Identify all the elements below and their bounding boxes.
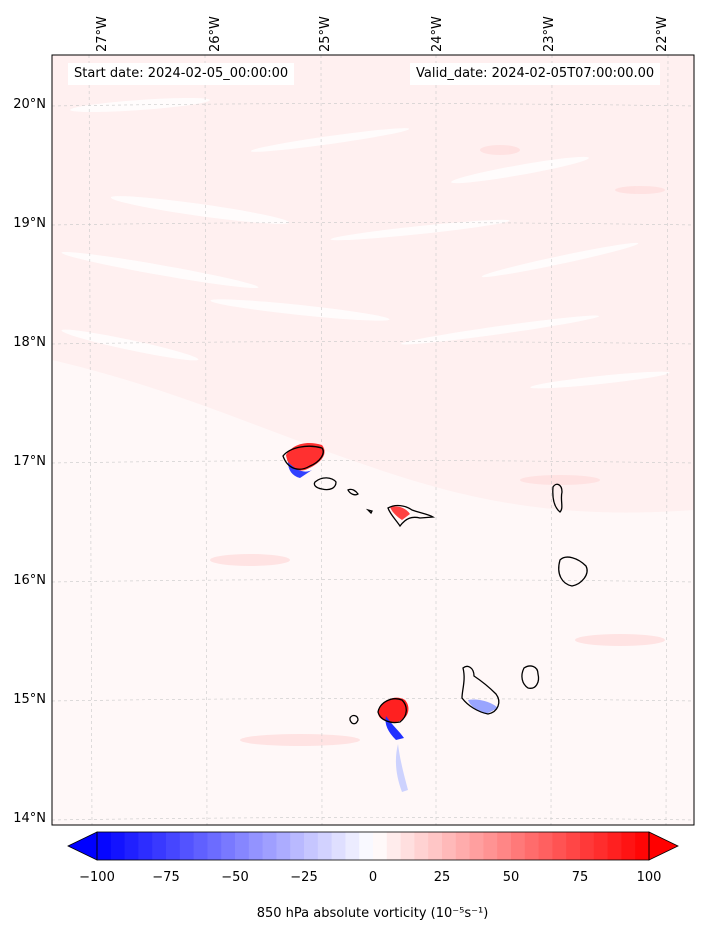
- colorbar-segment: [524, 832, 540, 860]
- lat-label-20n: 20°N: [13, 97, 46, 112]
- colorbar-tick-label: −50: [221, 870, 249, 885]
- island-brava: [349, 714, 359, 725]
- island-sal: [552, 483, 563, 513]
- colorbar-segment: [469, 832, 484, 860]
- colorbar-segment: [152, 832, 167, 860]
- colorbar-segment: [331, 832, 346, 860]
- vorticity-streaks: [61, 98, 670, 389]
- lat-label-19n: 19°N: [13, 216, 46, 231]
- colorbar-segment: [442, 832, 457, 860]
- colorbar-segment: [290, 832, 305, 860]
- colorbar-segment: [400, 832, 415, 860]
- colorbar-tick-label: −100: [79, 870, 115, 885]
- colorbar-segment: [621, 832, 636, 860]
- lon-label-23w: 23°W: [542, 16, 557, 52]
- colorbar-tick-label: −75: [152, 870, 180, 885]
- colorbar-tick-label: 50: [502, 870, 520, 885]
- colorbar-segment: [166, 832, 181, 860]
- lat-label-14n: 14°N: [13, 811, 46, 826]
- positive-vorticity-patches: [210, 145, 665, 746]
- colorbar-segment: [455, 832, 471, 860]
- map-frame: [51, 54, 695, 826]
- colorbar-tick-label: 25: [433, 870, 451, 885]
- lat-label-15n: 15°N: [13, 692, 46, 707]
- colorbar-segment: [317, 832, 333, 860]
- colorbar-segment: [497, 832, 512, 860]
- colorbar-segment: [593, 832, 609, 860]
- island-branco: [365, 508, 373, 515]
- island-santa-luzia: [347, 488, 359, 496]
- colorbar-segment: [207, 832, 222, 860]
- lon-label-25w: 25°W: [318, 16, 333, 52]
- colorbar-segment: [221, 832, 236, 860]
- coastlines: [282, 445, 588, 725]
- colorbar-segment: [97, 832, 112, 860]
- colorbar-segment: [110, 832, 126, 860]
- colorbar-segment: [580, 832, 595, 860]
- map-gridlines: [52, 55, 694, 825]
- island-maio: [521, 665, 540, 689]
- colorbar-segment: [511, 832, 526, 860]
- island-santiago: [461, 665, 500, 715]
- colorbar-segment: [414, 832, 429, 860]
- colorbar-segment: [483, 832, 498, 860]
- lon-label-22w: 22°W: [655, 16, 670, 52]
- colorbar: [67, 831, 679, 861]
- colorbar-segment: [262, 832, 277, 860]
- colorbar-max-extend: [648, 831, 679, 861]
- colorbar-tick-label: 100: [636, 870, 662, 885]
- start-date-label: Start date: 2024-02-05_00:00:00: [68, 63, 295, 85]
- island-boa-vista: [558, 556, 588, 587]
- colorbar-segment: [304, 832, 319, 860]
- colorbar-min-extend: [67, 831, 98, 861]
- colorbar-segment: [359, 832, 374, 860]
- island-fogo: [377, 698, 407, 724]
- colorbar-segment: [373, 832, 388, 860]
- island-santo-antao: [282, 445, 324, 470]
- colorbar-segment: [138, 832, 153, 860]
- colorbar-blocks: [97, 832, 650, 860]
- valid-date-label: Valid_date: 2024-02-05T07:00:00.00: [410, 63, 661, 85]
- colorbar-segment: [552, 832, 567, 860]
- colorbar-segment: [124, 832, 139, 860]
- colorbar-frame: [96, 831, 650, 861]
- colorbar-segment: [179, 832, 195, 860]
- colorbar-segment: [635, 832, 650, 860]
- colorbar-segment: [386, 832, 402, 860]
- colorbar-segment: [538, 832, 553, 860]
- vorticity-map: [51, 54, 695, 826]
- colorbar-segment: [345, 832, 360, 860]
- island-sao-nicolau: [387, 504, 436, 528]
- colorbar-segment: [235, 832, 250, 860]
- colorbar-segment: [428, 832, 443, 860]
- lat-label-17n: 17°N: [13, 454, 46, 469]
- lat-label-16n: 16°N: [13, 573, 46, 588]
- colorbar-segment: [566, 832, 581, 860]
- colorbar-segment: [248, 832, 264, 860]
- weak-vorticity-field: [52, 360, 694, 825]
- lat-label-18n: 18°N: [13, 335, 46, 350]
- colorbar-tick-label: −25: [290, 870, 318, 885]
- lon-label-26w: 26°W: [208, 16, 223, 52]
- colorbar-segment: [607, 832, 622, 860]
- colorbar-segment: [276, 832, 291, 860]
- colorbar-tick-label: 75: [571, 870, 589, 885]
- colorbar-title: 850 hPa absolute vorticity (10⁻⁵s⁻¹): [256, 906, 489, 921]
- colorbar-segment: [193, 832, 208, 860]
- colorbar-tick-label: 0: [368, 870, 378, 885]
- lon-label-24w: 24°W: [430, 16, 445, 52]
- lon-label-27w: 27°W: [95, 16, 110, 52]
- island-sao-vicente: [313, 477, 337, 491]
